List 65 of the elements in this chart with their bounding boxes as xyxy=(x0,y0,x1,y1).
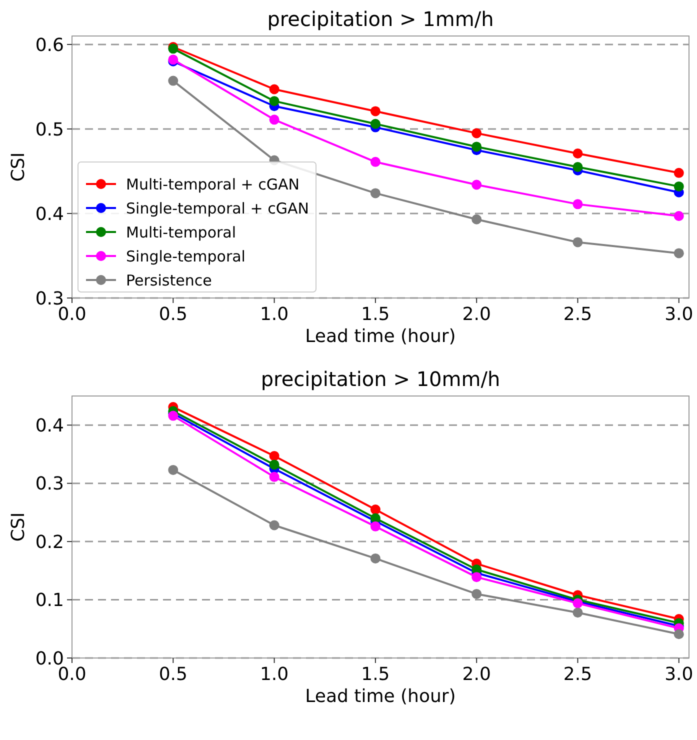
legend-label: Single-temporal + cGAN xyxy=(126,199,309,218)
point xyxy=(269,450,280,461)
point xyxy=(572,148,583,158)
x-tick-label: 0.0 xyxy=(58,664,86,685)
x-tick-label: 2.0 xyxy=(462,664,491,685)
y-tick-label: 0.4 xyxy=(35,204,64,225)
point xyxy=(370,106,380,116)
x-axis-title: Lead time (hour) xyxy=(305,326,456,347)
y-tick-label: 0.2 xyxy=(35,532,64,553)
point xyxy=(168,464,178,475)
point xyxy=(269,460,280,470)
point xyxy=(370,118,380,129)
x-tick-label: 0.5 xyxy=(158,304,188,325)
y-axis-title: CSI xyxy=(8,512,29,542)
x-tick-label: 2.5 xyxy=(563,304,592,325)
legend-label: Persistence xyxy=(126,271,212,290)
x-tick-label: 1.5 xyxy=(361,304,390,325)
point xyxy=(370,521,380,532)
x-tick-label: 2.5 xyxy=(563,664,592,685)
point xyxy=(572,608,583,618)
x-tick-label: 1.0 xyxy=(260,664,289,685)
point xyxy=(472,142,482,152)
x-tick-label: 3.0 xyxy=(664,304,694,325)
chart-title: precipitation > 1mm/h xyxy=(267,7,494,31)
legend-label: Multi-temporal + cGAN xyxy=(126,175,300,194)
point xyxy=(168,76,178,86)
y-tick-label: 0.5 xyxy=(35,119,64,140)
point xyxy=(269,96,280,106)
point xyxy=(674,629,684,640)
x-tick-label: 1.0 xyxy=(260,304,289,325)
x-tick-label: 3.0 xyxy=(664,664,694,685)
point xyxy=(269,472,280,482)
x-tick-label: 1.5 xyxy=(361,664,390,685)
y-axis-title: CSI xyxy=(8,152,29,182)
point xyxy=(370,504,380,515)
point xyxy=(572,162,583,172)
legend-label: Multi-temporal xyxy=(126,223,236,242)
y-tick-label: 0.1 xyxy=(35,590,64,612)
point xyxy=(269,114,280,125)
x-axis-title: Lead time (hour) xyxy=(305,686,456,707)
chart-title: precipitation > 10mm/h xyxy=(260,367,500,391)
point xyxy=(674,168,684,178)
point xyxy=(370,553,380,564)
point xyxy=(370,188,380,198)
point xyxy=(269,520,280,530)
point xyxy=(674,211,684,222)
point xyxy=(572,237,583,248)
x-tick-label: 0.5 xyxy=(158,664,188,685)
y-tick-label: 0.6 xyxy=(35,34,64,56)
point xyxy=(472,180,482,190)
point xyxy=(472,572,482,582)
x-tick-label: 0.0 xyxy=(58,304,86,325)
point xyxy=(472,588,482,599)
point xyxy=(269,84,280,94)
point xyxy=(370,156,380,167)
legend-label: Single-temporal xyxy=(126,247,246,266)
point xyxy=(472,214,482,224)
point xyxy=(674,248,684,258)
point xyxy=(472,128,482,138)
y-tick-label: 0.4 xyxy=(35,415,64,436)
point xyxy=(572,199,583,210)
point xyxy=(168,410,178,421)
y-tick-label: 0.3 xyxy=(35,474,64,495)
point xyxy=(674,181,684,192)
x-tick-label: 2.0 xyxy=(462,304,491,325)
